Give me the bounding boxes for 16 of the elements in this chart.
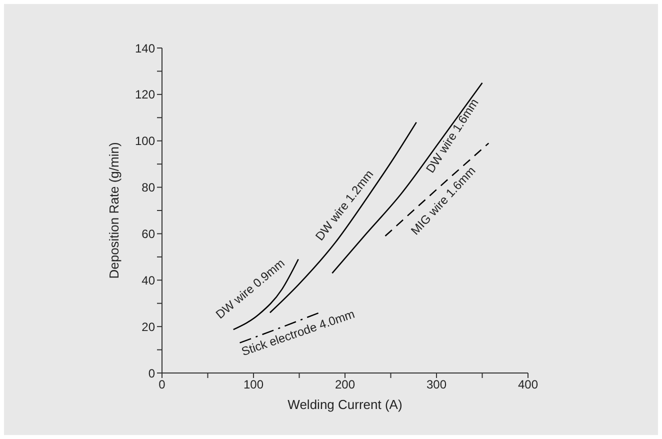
x-tick-label: 200: [334, 378, 356, 392]
y-tick-label: 120: [134, 88, 156, 102]
x-axis-title: Welding Current (A): [288, 397, 402, 412]
x-tick-label: 300: [426, 378, 447, 392]
y-tick-label: 20: [142, 320, 156, 334]
y-tick-label: 0: [148, 366, 156, 380]
y-tick-label: 40: [142, 273, 156, 288]
x-tick-label: 400: [518, 378, 538, 392]
x-tick-label: 100: [243, 378, 264, 392]
y-tick-label: 80: [142, 180, 156, 195]
y-axis-title: Deposition Rate (g/min): [106, 142, 122, 279]
y-tick-label: 140: [134, 41, 156, 56]
y-tick-label: 60: [142, 226, 156, 241]
x-tick-label: 0: [158, 378, 166, 392]
y-tick-label: 100: [134, 134, 156, 148]
line-series: [332, 82, 483, 274]
